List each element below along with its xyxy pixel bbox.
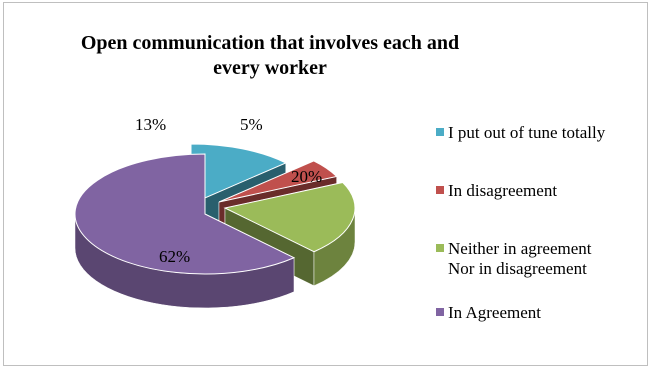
legend-label-0: I put out of tune totally xyxy=(448,123,606,142)
legend-label-1: In disagreement xyxy=(448,181,558,200)
legend-swatch-3 xyxy=(436,308,444,316)
legend-item-0: I put out of tune totally xyxy=(436,123,605,143)
legend-item-3: In Agreement xyxy=(436,303,541,323)
data-label-1: 5% xyxy=(240,115,263,134)
legend-item-1: In disagreement xyxy=(436,181,557,201)
legend-swatch-2 xyxy=(436,244,444,252)
data-label-0: 13% xyxy=(135,115,166,134)
chart-title: Open communication that involves each an… xyxy=(80,32,460,79)
legend-swatch-0 xyxy=(436,128,444,136)
pie-slice-3 xyxy=(74,153,296,309)
legend-swatch-1 xyxy=(436,186,444,194)
data-label-2: 20% xyxy=(291,167,322,186)
legend-item-2: Neither in agreement Nor in disagreement xyxy=(436,239,592,279)
legend-label-3: In Agreement xyxy=(448,303,541,322)
data-label-3: 62% xyxy=(159,247,190,266)
legend-label-2: Neither in agreement Nor in disagreement xyxy=(448,239,592,278)
